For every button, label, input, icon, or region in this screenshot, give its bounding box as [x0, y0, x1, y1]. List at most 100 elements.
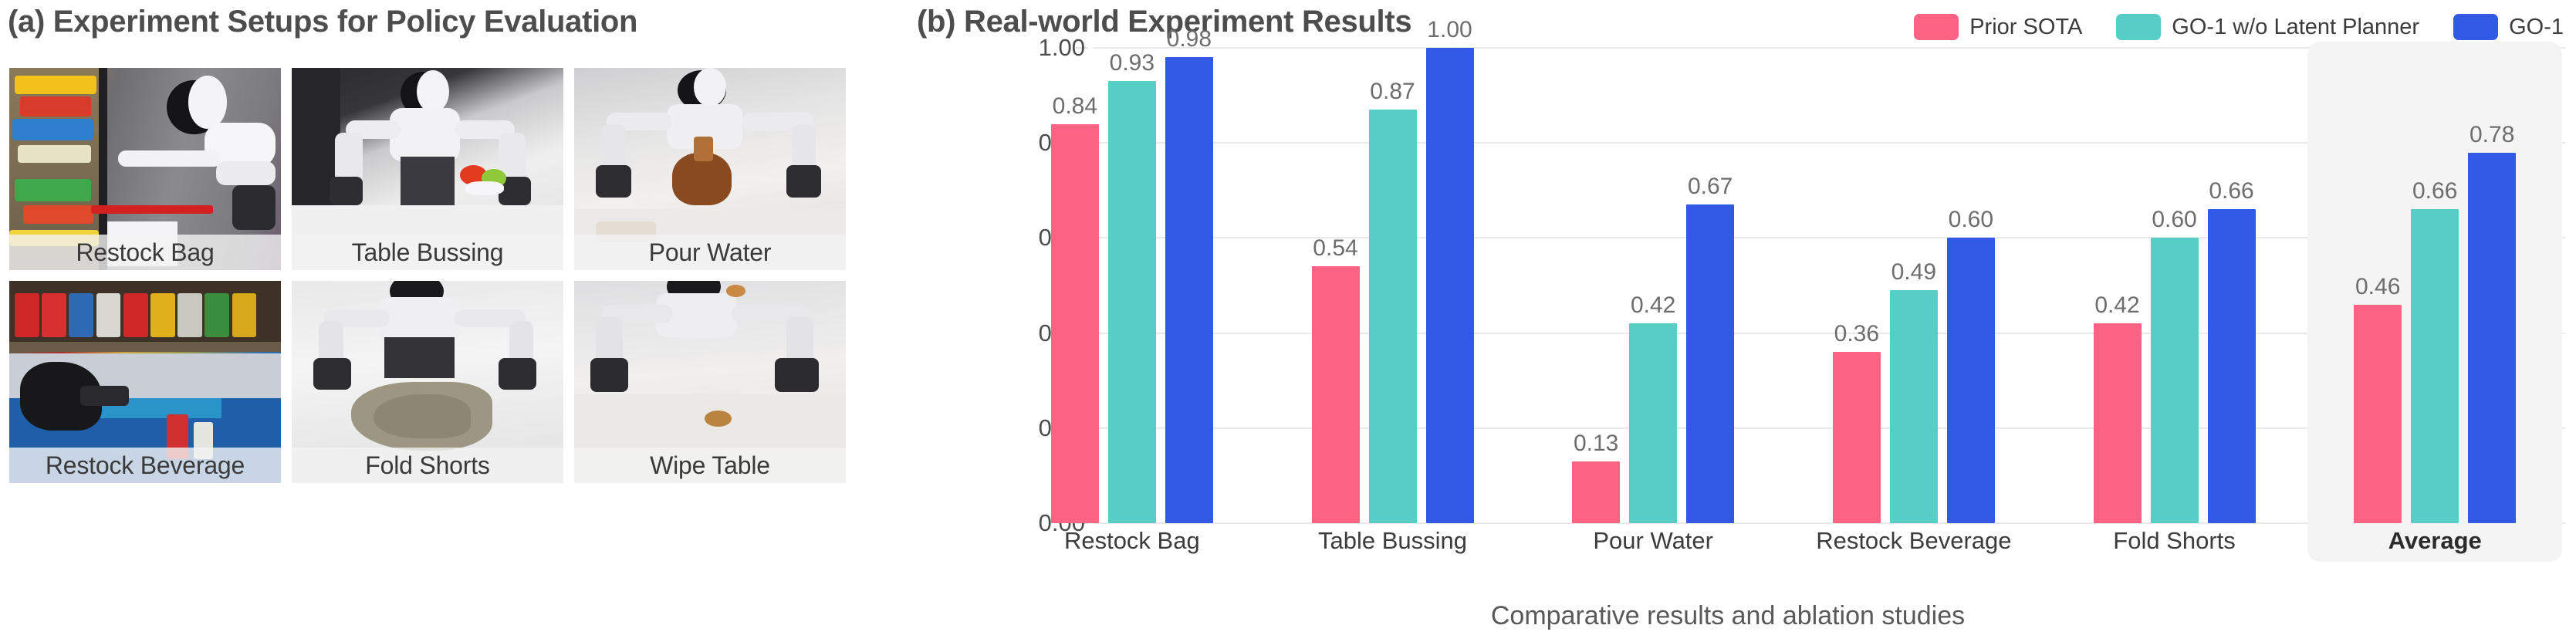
bar-rect	[1832, 352, 1881, 523]
bar-1[interactable]: 0.87	[1368, 79, 1417, 523]
x-axis-label-2: Pour Water	[1593, 527, 1713, 554]
x-axis-label-1: Table Bussing	[1318, 527, 1468, 554]
panel-a-title: (a) Experiment Setups for Policy Evaluat…	[8, 5, 638, 39]
bar-0[interactable]: 0.13	[1572, 431, 1621, 523]
panel-b-title: (b) Real-world Experiment Results	[917, 5, 1412, 39]
bar-group-0: 0.84 0.93 0.98	[1002, 26, 1263, 523]
bar-1[interactable]: 0.60	[2150, 207, 2199, 523]
thumbnail-table-bussing[interactable]: Table Bussing	[292, 68, 563, 270]
thumbnail-grid: Restock Bag	[9, 68, 846, 483]
bar-rect	[1311, 266, 1360, 523]
bottom-caption: Comparative results and ablation studies	[1490, 601, 1966, 630]
bar-2[interactable]: 0.78	[2468, 122, 2517, 523]
chart-legend: Prior SOTA GO-1 w/o Latent Planner GO-1	[1880, 14, 2564, 40]
bar-value-label: 0.78	[2469, 121, 2515, 147]
legend-label: GO-1	[2509, 14, 2564, 39]
bar-1[interactable]: 0.42	[1629, 292, 1678, 523]
bar-group-4: 0.42 0.60 0.66	[2044, 48, 2305, 523]
panel-b-results: (b) Real-world Experiment Results Prior …	[880, 0, 2576, 642]
bar-2[interactable]: 1.00	[1425, 17, 1474, 523]
bar-rect	[1425, 48, 1474, 523]
legend-swatch-icon	[2453, 14, 2499, 40]
bar-0[interactable]: 0.42	[2093, 292, 2142, 523]
bar-rect	[2468, 152, 2517, 523]
thumbnail-caption: Restock Bag	[9, 235, 281, 270]
gridline	[1093, 47, 2565, 49]
bars-container: 0.36 0.49 0.60	[1783, 48, 2044, 523]
bar-1[interactable]: 0.49	[1889, 259, 1938, 523]
bar-2[interactable]: 0.67	[1686, 174, 1735, 523]
bar-rect	[1629, 323, 1678, 523]
bar-value-label: 0.66	[2209, 178, 2254, 204]
bar-value-label: 0.46	[2355, 273, 2401, 299]
bar-2[interactable]: 0.98	[1165, 26, 1213, 523]
legend-item-1[interactable]: GO-1 w/o Latent Planner	[2116, 14, 2419, 40]
bar-rect	[1050, 123, 1099, 523]
gridline	[1093, 522, 2565, 524]
bar-value-label: 0.36	[1834, 321, 1880, 347]
bar-rect	[2354, 304, 2402, 523]
y-tick-label: 1.00	[1038, 34, 1085, 61]
bars-container: 0.46 0.66 0.78	[2304, 48, 2565, 523]
bar-value-label: 0.60	[2152, 207, 2197, 233]
bar-value-label: 0.67	[1687, 174, 1733, 200]
bar-value-label: 1.00	[1427, 17, 1472, 42]
gridline	[1093, 427, 2565, 429]
thumbnail-restock-bag[interactable]: Restock Bag	[9, 68, 281, 270]
bar-chart: 0.000.200.400.600.801.00 0.840.930.980.5…	[911, 17, 2565, 562]
y-tick-mark	[1076, 47, 1088, 49]
thumbnail-fold-shorts[interactable]: Fold Shorts	[292, 281, 563, 483]
bar-0[interactable]: 0.36	[1832, 321, 1881, 523]
legend-item-0[interactable]: Prior SOTA	[1914, 14, 2082, 40]
thumbnail-restock-beverage[interactable]: Restock Beverage	[9, 281, 281, 483]
gridline	[1093, 332, 2565, 334]
x-axis-label-4: Fold Shorts	[2113, 527, 2236, 554]
bar-2[interactable]: 0.60	[1946, 207, 1995, 523]
bar-rect	[1686, 204, 1735, 523]
thumbnail-wipe-table[interactable]: Wipe Table	[574, 281, 846, 483]
bar-0[interactable]: 0.54	[1311, 235, 1360, 523]
bar-rect	[1572, 461, 1621, 523]
bar-value-label: 0.84	[1052, 93, 1098, 119]
x-axis-label-0: Restock Bag	[1063, 527, 1200, 554]
bars-container: 0.54 0.87 1.00	[1263, 17, 1523, 523]
thumbnail-pour-water[interactable]: Pour Water	[574, 68, 846, 270]
y-tick-mark	[1076, 522, 1088, 524]
thumbnail-caption: Table Bussing	[292, 235, 563, 270]
thumbnail-caption: Pour Water	[574, 235, 846, 270]
bar-1[interactable]: 0.93	[1107, 50, 1156, 523]
bar-group-3: 0.36 0.49 0.60	[1783, 48, 2044, 523]
x-axis-label-3: Restock Beverage	[1816, 527, 2012, 554]
x-axis-labels: Restock Bag Table Bussing Pour Water Restoc…	[1002, 523, 2565, 559]
bar-value-label: 0.42	[2094, 292, 2140, 319]
bar-2[interactable]: 0.66	[2207, 178, 2256, 523]
bar-value-label: 0.87	[1370, 79, 1415, 105]
bar-rect	[2093, 323, 2142, 523]
bar-rect	[2411, 209, 2459, 523]
bars-container: 0.13 0.42 0.67	[1523, 48, 1783, 523]
legend-item-2[interactable]: GO-1	[2453, 14, 2564, 40]
bar-value-label: 0.66	[2412, 178, 2458, 204]
bar-group-5: 0.46 0.66 0.78	[2304, 42, 2565, 562]
bar-groups: 0.84 0.93 0.98 0.54 0.87 1.00 0.13 0.42 0.67 0.36…	[1002, 17, 2565, 562]
thumbnail-caption: Fold Shorts	[292, 448, 563, 483]
legend-label: GO-1 w/o Latent Planner	[2172, 14, 2420, 39]
bar-0[interactable]: 0.46	[2354, 274, 2402, 523]
bar-rect	[1165, 57, 1213, 523]
thumbnail-caption: Restock Beverage	[9, 448, 281, 483]
bar-0[interactable]: 0.84	[1050, 93, 1099, 523]
bar-rect	[1889, 290, 1938, 523]
bar-value-label: 0.54	[1313, 235, 1358, 262]
legend-label: Prior SOTA	[1969, 14, 2083, 39]
bar-value-label: 0.98	[1166, 26, 1212, 52]
panel-a-experiment-setups: (a) Experiment Setups for Policy Evaluat…	[0, 0, 880, 642]
bar-rect	[1107, 81, 1156, 523]
bar-1[interactable]: 0.66	[2411, 178, 2459, 523]
bar-rect	[1368, 110, 1417, 523]
bar-value-label: 0.49	[1891, 259, 1937, 286]
bar-rect	[2207, 209, 2256, 523]
thumbnail-caption: Wipe Table	[574, 448, 846, 483]
gridline	[1093, 142, 2565, 144]
bar-group-2: 0.13 0.42 0.67	[1523, 48, 1783, 523]
legend-swatch-icon	[2116, 14, 2162, 40]
